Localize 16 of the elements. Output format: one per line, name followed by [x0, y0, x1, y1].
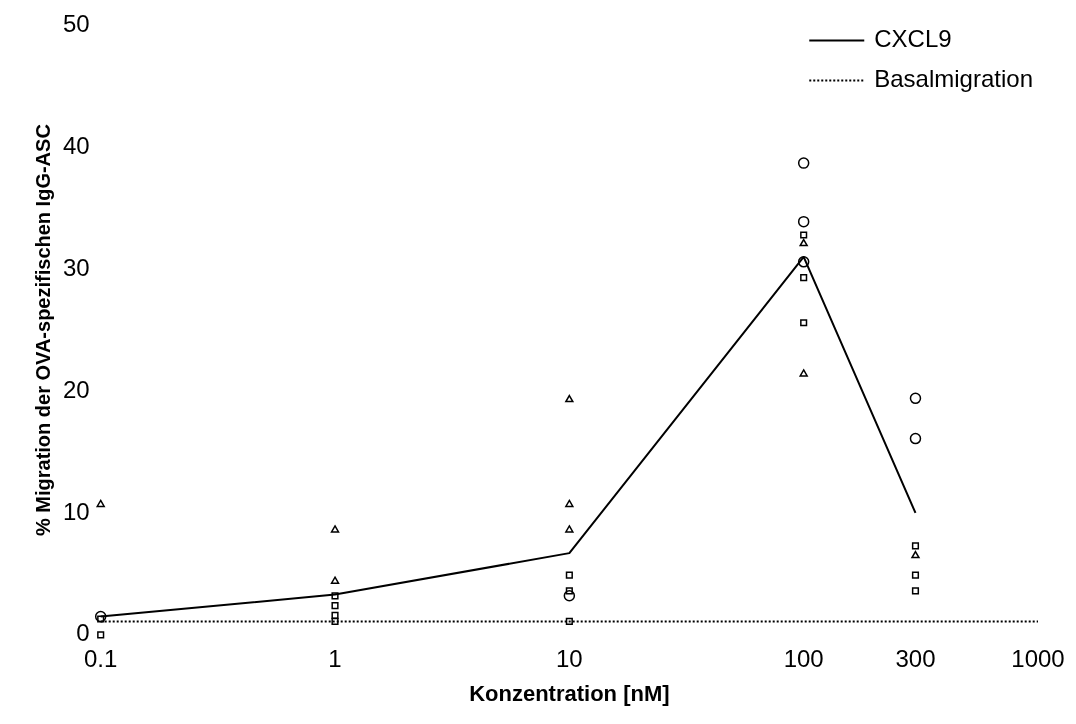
x-tick-label: 0.1 [84, 644, 118, 672]
x-tick-label: 1 [328, 644, 342, 672]
y-tick-label: 20 [62, 375, 90, 403]
y-tick-label: 30 [62, 253, 90, 281]
y-tick-label: 50 [62, 10, 90, 38]
legend-label: Basalmigration [874, 65, 1034, 93]
x-axis-title: Konzentration [nM] [469, 680, 670, 706]
legend-label: CXCL9 [874, 25, 952, 53]
y-tick-label: 10 [62, 497, 90, 525]
y-tick-label: 0 [76, 619, 90, 647]
y-axis-title: % Migration der OVA-spezifischen IgG-ASC [31, 124, 54, 537]
y-tick-label: 40 [62, 131, 90, 159]
x-tick-label: 10 [556, 644, 583, 672]
x-tick-label: 100 [783, 644, 824, 672]
x-tick-label: 1000 [1011, 644, 1065, 672]
x-tick-label: 300 [895, 644, 936, 672]
